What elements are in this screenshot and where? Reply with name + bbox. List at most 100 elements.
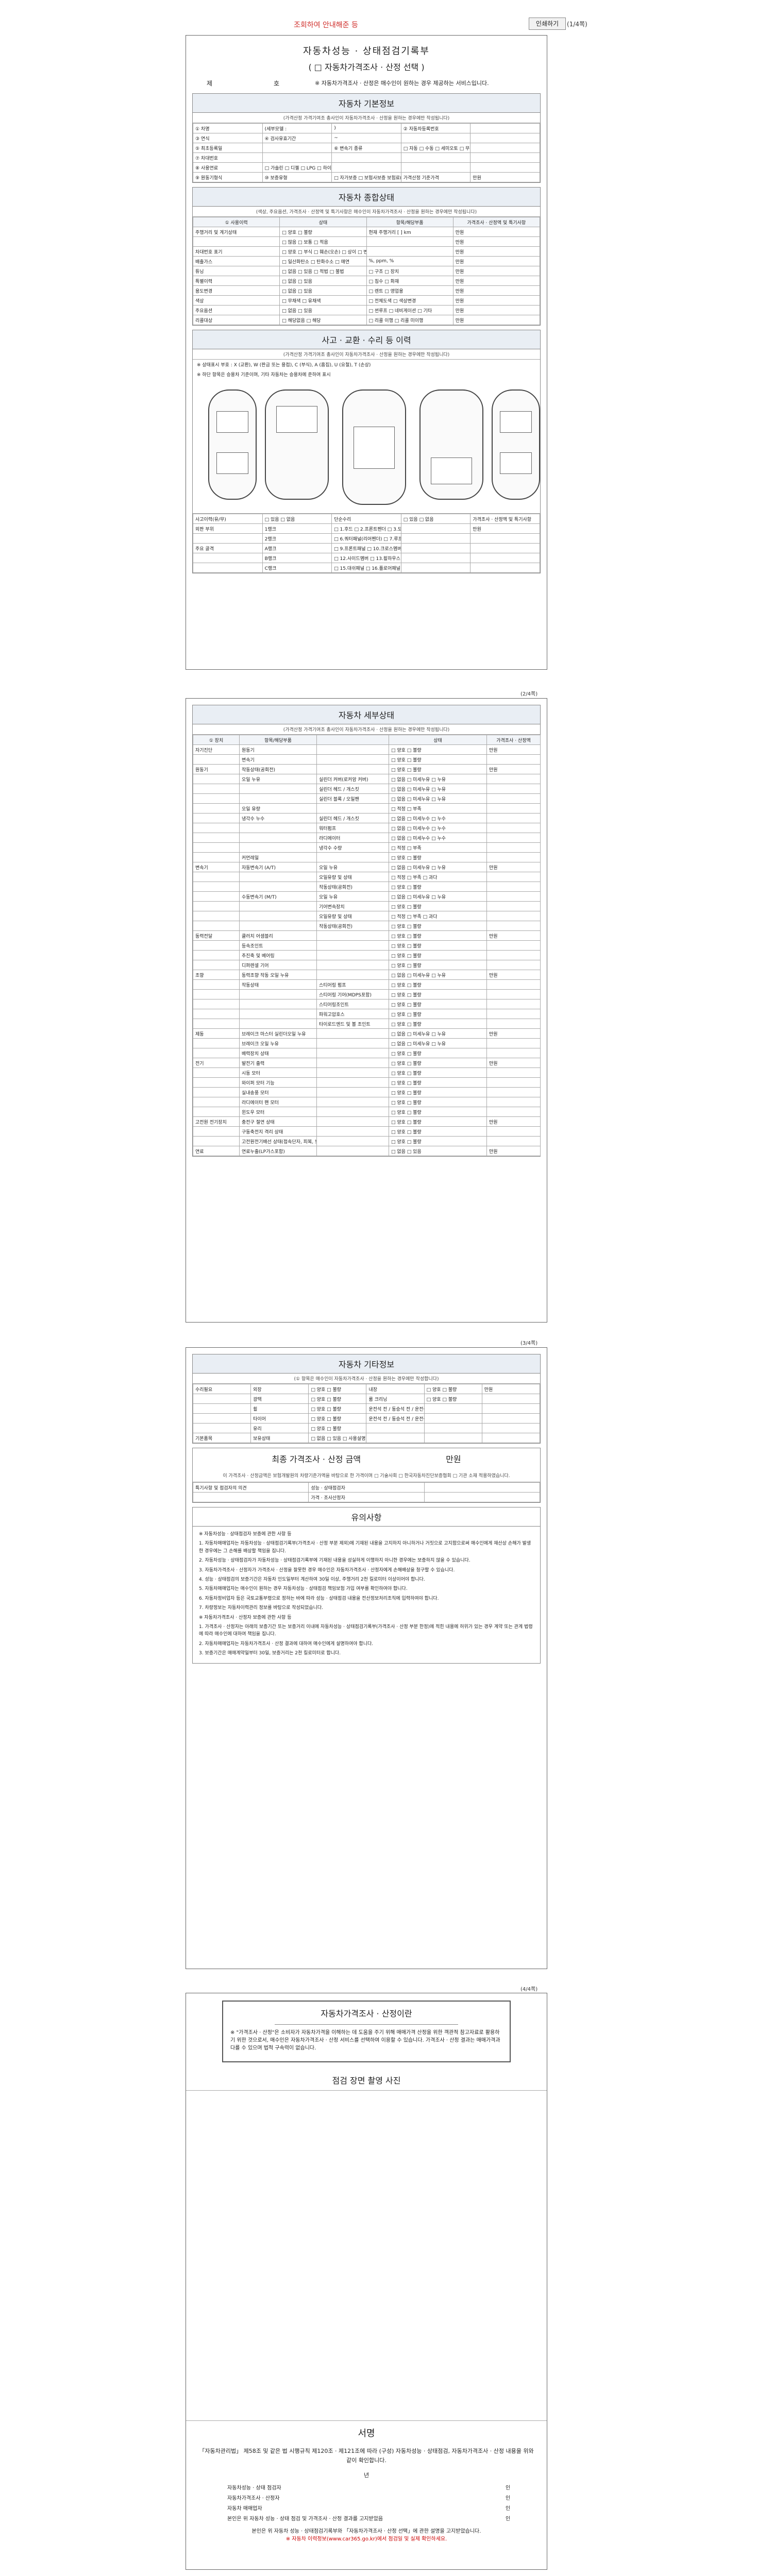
table-row: 주행거리 및 계기상태 □ 양호 □ 불량 현재 주행거리 [ ] km 만원 bbox=[192, 227, 541, 237]
table-cell bbox=[400, 543, 471, 553]
car-top-view bbox=[342, 389, 406, 505]
table-row: ③ 연식 ④ 검사유효기간 ~ bbox=[193, 133, 540, 143]
table-cell: 워터펌프 bbox=[316, 823, 389, 833]
table-cell bbox=[470, 152, 540, 163]
table-cell bbox=[331, 162, 401, 173]
table-row: 고전원전기배선 상태(접속단자, 피복, 보호기구) □ 양호 □ 불량 bbox=[193, 1136, 541, 1146]
table-cell: ⑦ 차대번호 bbox=[193, 152, 263, 163]
table-cell: 작동상태(공회전) bbox=[239, 764, 317, 774]
table-cell bbox=[316, 1067, 389, 1078]
table-cell: □ 없음 □ 있음 bbox=[279, 285, 367, 296]
table-cell: □ 양호 □ 불량 bbox=[389, 1097, 487, 1107]
table-cell bbox=[486, 842, 541, 853]
print-button[interactable]: 인쇄하기 bbox=[529, 18, 566, 30]
page-4: 자동차가격조사 · 산정이란 ※ "가격조사 · 산정"은 소비자가 자동차가격… bbox=[186, 1993, 547, 2570]
table-cell bbox=[316, 960, 389, 970]
table-cell bbox=[486, 852, 541, 862]
table-cell: 운전석 전 / 동승석 전 / 운전석 후 / 동승석 후 bbox=[366, 1403, 425, 1414]
table-cell bbox=[239, 1009, 317, 1019]
table-cell: □ 있음 □ 없음 bbox=[400, 514, 471, 524]
table-cell bbox=[193, 803, 240, 814]
photo-area bbox=[186, 2090, 547, 2420]
table-row: 오일 누유 실린더 커버(로커암 커버) □ 없음 □ 미세누유 □ 누유 bbox=[193, 774, 541, 784]
table-cell bbox=[316, 1097, 389, 1107]
detail-section: 자동차 세부상태 (가격산정 가격기여조 총사인이 자동차가격조사 · 산정을 … bbox=[192, 705, 541, 1157]
table-cell bbox=[486, 774, 541, 784]
table-cell: □ 있음 □ 없음 bbox=[262, 514, 332, 524]
history-link[interactable]: ※ 자동차 이력정보(www.car365.go.kr)에서 점검일 및 실제 … bbox=[285, 2536, 447, 2543]
table-cell: □ 썬루프 □ 네비게이션 □ 기타 bbox=[366, 305, 453, 315]
table-cell bbox=[316, 1126, 389, 1137]
table-cell: (세부모델 : bbox=[262, 123, 332, 133]
table-cell bbox=[400, 533, 471, 544]
table-cell: □ 6.쿼터패널(리어펜더) □ 7.루프패널 □ 8.사이드실패널 bbox=[331, 533, 401, 544]
notice-paragraph: 2. 자동차매매업자는 자동차가격조사 · 산정 결과에 대하여 매수인에게 설… bbox=[199, 1641, 374, 1647]
table-row: 차대번호 표기□ 양호 □ 부식 □ 훼손(오손) □ 상이 □ 변조(변타) … bbox=[192, 246, 541, 257]
table-row: 추진축 및 베어링 □ 양호 □ 불량 bbox=[193, 950, 541, 960]
table-cell bbox=[486, 989, 541, 999]
table-cell bbox=[316, 1058, 389, 1068]
car-window bbox=[500, 411, 532, 433]
final-price-title: 최종 가격조사 · 산정 금액 만원 bbox=[193, 1448, 540, 1469]
column-header: 상태 bbox=[279, 217, 367, 227]
table-cell: 만원 bbox=[452, 256, 541, 266]
table-cell: □ 양호 □ 불량 bbox=[308, 1384, 367, 1394]
table-cell bbox=[486, 950, 541, 960]
table-cell: □ 9.프론트패널 □ 10.크로스멤버 □ 11.인사이드패널 □ 17.트렁… bbox=[331, 543, 401, 553]
signature-seal: 인 bbox=[506, 2485, 511, 2492]
table-cell: 1랭크 bbox=[262, 523, 332, 534]
table-row: 용도변경 □ 없음 □ 있음 □ 렌트 □ 영업용 만원 bbox=[192, 285, 541, 296]
table-cell: 내장 bbox=[366, 1384, 425, 1394]
table-cell: ⑤ 최초등록일 bbox=[193, 143, 263, 153]
table-cell: □ 없음 □ 미세누유 □ 누유 bbox=[389, 1028, 487, 1039]
table-cell: □ 적정 □ 부족 □ 과다 bbox=[389, 872, 487, 882]
table-cell: 파워고압호스 bbox=[316, 1009, 389, 1019]
table-cell bbox=[193, 950, 240, 960]
table-row: 색상 □ 무채색 □ 유채색 □ 전체도색 □ 색상변경 만원 bbox=[192, 295, 541, 306]
table-cell: □ 양호 □ 불량 bbox=[389, 1107, 487, 1117]
table-cell: □ 없음 □ 미세누유 □ 누유 bbox=[389, 862, 487, 872]
table-cell bbox=[486, 1077, 541, 1088]
car-window bbox=[216, 452, 248, 474]
page-indicator: (1/4쪽) bbox=[567, 21, 587, 28]
table-cell bbox=[193, 852, 240, 862]
table-cell: □ 양호 □ 불량 bbox=[389, 921, 487, 931]
table-cell: 냉각수 수량 bbox=[316, 842, 389, 853]
table-row: 실내송풍 모터 □ 양호 □ 불량 bbox=[193, 1087, 541, 1097]
table-cell bbox=[486, 940, 541, 951]
table-cell bbox=[316, 940, 389, 951]
table-cell bbox=[239, 921, 317, 931]
table-cell: 사고이력(유/무) bbox=[193, 514, 263, 524]
table-cell: 전기 bbox=[193, 1058, 240, 1068]
table-cell: 만원 bbox=[486, 1058, 541, 1068]
table-cell bbox=[486, 1107, 541, 1117]
table-cell: 만원 bbox=[452, 276, 541, 286]
table-row: ⑨ 원동기형식 ⑩ 보증유형 □ 자가보증 □ 보험사보증 보험료( ) 가격산정 기… bbox=[193, 172, 540, 182]
table-cell: 추진축 및 베어링 bbox=[239, 950, 317, 960]
table-cell: □ 없음 □ 미세누유 □ 누유 bbox=[389, 891, 487, 902]
basic-info-subtitle: (가격산정 가격기여조 총사인이 자동차가격조사 · 산정을 원하는 경우에만 … bbox=[193, 113, 540, 123]
table-row: 고전원 전기장치 충전구 절연 상태 □ 양호 □ 불량 만원 bbox=[193, 1116, 541, 1127]
table-row: 냉각수 누수 실린더 헤드 / 개스킷 □ 없음 □ 미세누수 □ 누수 bbox=[193, 813, 541, 823]
table-cell: □ 양호 □ 불량 bbox=[389, 1077, 487, 1088]
table-cell: 만원 bbox=[452, 305, 541, 315]
accident-legend-2: ※ 하단 항목은 승용차 기준이며, 기타 자동차는 승용차에 준하여 표시 bbox=[197, 372, 331, 378]
signature-row: 자동차가격조사 · 산정자 인 bbox=[186, 2494, 547, 2504]
table-cell: 작동상태(공회전) bbox=[316, 882, 389, 892]
table-cell: 만원 bbox=[486, 862, 541, 872]
table-cell: 외장 bbox=[250, 1384, 309, 1394]
table-cell: □ 양호 □ 불량 bbox=[308, 1394, 367, 1404]
column-header: 상태 bbox=[389, 735, 487, 745]
table-row: 커먼레일 □ 양호 □ 불량 bbox=[193, 852, 541, 862]
table-cell: 동력전달 bbox=[193, 930, 240, 941]
table-cell bbox=[239, 833, 317, 843]
table-cell: 유리 bbox=[250, 1423, 309, 1433]
table-cell bbox=[193, 823, 240, 833]
table-row: 시동 모터 □ 양호 □ 불량 bbox=[193, 1067, 541, 1078]
table-cell: 작동상태(공회전) bbox=[316, 921, 389, 931]
table-cell: 오일 누유 bbox=[316, 891, 389, 902]
table-cell: □ 양호 □ 불량 bbox=[389, 1048, 487, 1058]
table-row: 변속기 □ 양호 □ 불량 bbox=[193, 754, 541, 765]
table-cell bbox=[193, 1126, 240, 1137]
table-cell: 작동상태 bbox=[239, 979, 317, 990]
